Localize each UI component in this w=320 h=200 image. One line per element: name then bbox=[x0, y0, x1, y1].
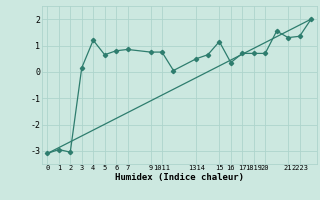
X-axis label: Humidex (Indice chaleur): Humidex (Indice chaleur) bbox=[115, 173, 244, 182]
